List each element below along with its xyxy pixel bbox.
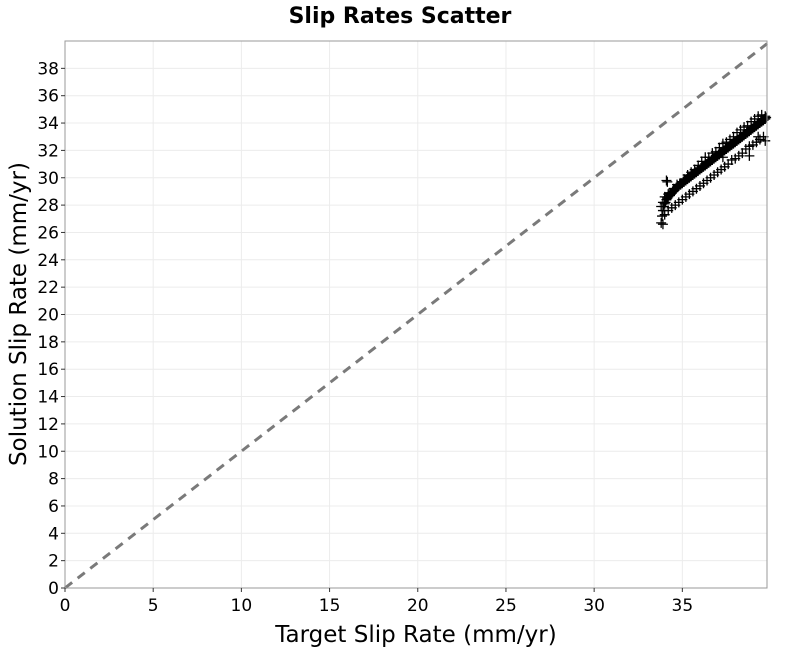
data-point-0-1 — [657, 211, 668, 222]
data-point-0-183 — [661, 175, 672, 186]
data-point-0-184 — [753, 131, 764, 142]
data-point-0-120 — [656, 201, 667, 212]
y-tick-label-0: 0 — [48, 579, 59, 599]
chart-title: Slip Rates Scatter — [289, 4, 512, 29]
y-tick-label-2: 4 — [48, 524, 59, 544]
x-tick-label-3: 15 — [319, 596, 341, 616]
y-tick-label-5: 10 — [37, 442, 59, 462]
data-point-0-188 — [717, 152, 728, 163]
y-axis-label: Solution Slip Rate (mm/yr) — [6, 162, 32, 466]
x-tick-label-6: 30 — [583, 596, 605, 616]
x-tick-label-2: 10 — [231, 596, 253, 616]
x-tick-label-0: 0 — [60, 596, 71, 616]
y-tick-label-7: 14 — [37, 388, 59, 408]
y-tick-label-11: 22 — [37, 278, 59, 298]
x-tick-label-4: 20 — [407, 596, 429, 616]
y-tick-label-13: 26 — [37, 223, 59, 243]
x-axis-label: Target Slip Rate (mm/yr) — [274, 622, 556, 648]
x-tick-label-5: 25 — [495, 596, 517, 616]
y-tick-label-12: 24 — [37, 251, 59, 271]
data-point-0-0 — [656, 217, 667, 228]
y-tick-label-1: 2 — [48, 552, 59, 572]
y-tick-label-18: 36 — [37, 87, 59, 107]
y-tick-label-8: 16 — [37, 360, 59, 380]
y-tick-label-3: 6 — [48, 497, 59, 517]
y-tick-label-17: 34 — [37, 114, 59, 134]
y-tick-label-14: 28 — [37, 196, 59, 216]
data-point-0-185 — [760, 135, 771, 146]
reference-line-layer — [64, 42, 768, 590]
y-tick-label-4: 8 — [48, 470, 59, 490]
y-tick-label-16: 32 — [37, 141, 59, 161]
reference-line — [64, 42, 768, 590]
data-points — [656, 109, 772, 230]
data-point-0-124 — [663, 189, 674, 200]
y-tick-label-19: 38 — [37, 59, 59, 79]
data-point-0-152 — [760, 111, 771, 122]
x-tick-label-1: 5 — [148, 596, 159, 616]
data-point-0-187 — [662, 176, 673, 187]
data-point-0-182 — [657, 219, 668, 230]
data-point-0-181 — [659, 209, 670, 220]
y-tick-label-10: 20 — [37, 306, 59, 326]
y-tick-label-6: 12 — [37, 415, 59, 435]
data-point-0-123 — [661, 194, 672, 205]
data-point-0-186 — [744, 150, 755, 161]
y-tick-label-15: 30 — [37, 169, 59, 189]
x-tick-label-7: 35 — [672, 596, 694, 616]
grid — [65, 41, 767, 588]
x-axis-ticks: 0 5 10 15 20 25 30 35 — [60, 588, 694, 616]
y-tick-label-9: 18 — [37, 333, 59, 353]
